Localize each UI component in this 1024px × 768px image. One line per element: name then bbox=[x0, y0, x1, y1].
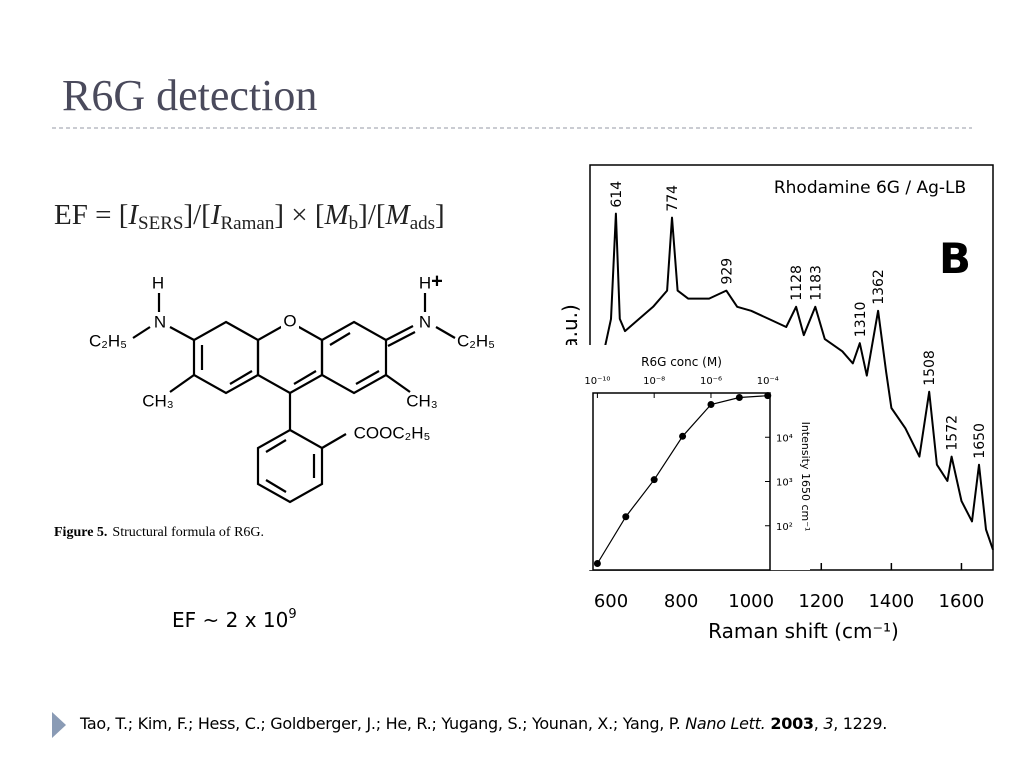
inset-title: R6G conc (M) bbox=[641, 355, 722, 369]
x-tick-label: 1600 bbox=[939, 591, 985, 612]
atom-label: CH₃ bbox=[142, 391, 173, 410]
data-point bbox=[622, 513, 630, 521]
formula-part: I bbox=[210, 199, 222, 231]
peak-label: 1362 bbox=[871, 269, 887, 305]
ring bbox=[320, 320, 388, 395]
x-tick-label: 600 bbox=[594, 591, 628, 612]
caption-label: Figure 5. bbox=[54, 525, 107, 540]
spectrum-line bbox=[592, 212, 994, 551]
data-point bbox=[650, 476, 658, 484]
bullet bbox=[52, 712, 66, 738]
bond bbox=[385, 374, 411, 393]
formula-part: M bbox=[324, 199, 351, 231]
ef-value: EF ~ 2 x 109 bbox=[172, 607, 297, 632]
bond bbox=[169, 374, 195, 393]
peak-label: 1128 bbox=[789, 265, 805, 301]
data-point bbox=[735, 394, 743, 402]
double-bond bbox=[329, 332, 351, 346]
structural-formula: H N C₂H₅ CH₃ O H N + C₂H₅ CH₃ COOC₂H₅ bbox=[89, 270, 495, 504]
x-tick-label: 1400 bbox=[868, 591, 914, 612]
chart-title: Rhodamine 6G / Ag-LB bbox=[774, 178, 966, 198]
panel-label: B bbox=[939, 234, 971, 283]
formula-part: I bbox=[127, 199, 139, 231]
x-tick-label: 1000 bbox=[728, 591, 774, 612]
data-point bbox=[707, 400, 715, 408]
data-point bbox=[679, 432, 687, 440]
formula-part: ads bbox=[410, 213, 435, 234]
charge: + bbox=[431, 270, 443, 292]
ef-text: EF ~ 2 x 10 bbox=[172, 608, 288, 632]
peak-label: 929 bbox=[719, 258, 735, 285]
double-bond bbox=[355, 370, 380, 385]
formula-part: ] × [ bbox=[274, 199, 324, 231]
double-bond bbox=[293, 370, 317, 385]
inset-y-tick-label: 10² bbox=[776, 522, 793, 533]
citation: Tao, T.; Kim, F.; Hess, C.; Goldberger, … bbox=[79, 714, 887, 733]
citation-authors: Tao, T.; Kim, F.; Hess, C.; Goldberger, … bbox=[79, 714, 685, 733]
double-bond bbox=[229, 370, 253, 385]
atom-bg bbox=[281, 312, 299, 330]
data-point bbox=[764, 392, 772, 400]
inset-x-tick-label: 10⁻⁸ bbox=[643, 376, 665, 387]
citation-year: 2003 bbox=[770, 714, 813, 733]
x-axis-label: Raman shift (cm⁻¹) bbox=[708, 619, 899, 643]
bond bbox=[385, 325, 414, 341]
peak-label: 1572 bbox=[945, 415, 961, 451]
citation-pages: , 1229. bbox=[833, 714, 887, 733]
formula-part: SERS bbox=[138, 213, 183, 234]
double-bond bbox=[265, 439, 287, 453]
peak-label: 1310 bbox=[853, 302, 869, 338]
citation-volume: 3 bbox=[823, 714, 833, 733]
atom-label: H bbox=[152, 273, 164, 292]
raman-chart: 600 800 1000 1200 1400 1600 614 774 929 1128 1183 1… bbox=[558, 164, 994, 643]
atom-label: O bbox=[283, 311, 296, 330]
ring bbox=[192, 320, 260, 395]
atom-label: N bbox=[419, 312, 431, 331]
atom-label: COOC₂H₅ bbox=[354, 423, 431, 442]
inset-y-tick-label: 10⁴ bbox=[776, 433, 793, 444]
ef-formula: EF = [ISERS]/[IRaman] × [Mb]/[Mads] bbox=[54, 199, 445, 234]
bond bbox=[169, 326, 195, 341]
formula-part: b bbox=[349, 213, 359, 234]
figure-caption: Figure 5. Structural formula of R6G. bbox=[54, 525, 264, 540]
atom-label: C₂H₅ bbox=[457, 331, 495, 350]
inset-x-tick-label: 10⁻⁴ bbox=[757, 376, 779, 387]
inset-background bbox=[560, 345, 810, 570]
formula-part: EF = [ bbox=[54, 199, 128, 231]
double-bond bbox=[265, 479, 287, 493]
ring bbox=[256, 320, 324, 395]
atom-label: H bbox=[419, 273, 431, 292]
inset-x-tick-label: 10⁻⁶ bbox=[700, 376, 722, 387]
formula-part: ]/[ bbox=[358, 199, 385, 231]
caption-text: Structural formula of R6G. bbox=[112, 525, 264, 540]
bond bbox=[387, 331, 416, 347]
x-tick-label: 800 bbox=[664, 591, 698, 612]
bond bbox=[321, 433, 347, 449]
peak-label: 1650 bbox=[972, 423, 988, 459]
formula-part: M bbox=[385, 199, 412, 231]
atom-label: CH₃ bbox=[406, 391, 437, 410]
atom-label: C₂H₅ bbox=[89, 331, 127, 350]
peak-label: 774 bbox=[665, 185, 681, 212]
data-point bbox=[593, 560, 601, 568]
peak-label: 614 bbox=[609, 181, 625, 208]
atom-label: N bbox=[154, 312, 166, 331]
ef-exponent: 9 bbox=[288, 607, 296, 622]
peak-label: 1183 bbox=[808, 265, 824, 301]
formula-part: ] bbox=[435, 199, 445, 231]
slide-title: R6G detection bbox=[62, 71, 317, 120]
inset-x-tick-label: 10⁻¹⁰ bbox=[584, 376, 610, 387]
bond bbox=[132, 326, 151, 339]
inset-y-label: Intensity 1650 cm⁻¹ bbox=[799, 422, 812, 532]
formula-part: ]/[ bbox=[183, 199, 210, 231]
inset-y-tick-label: 10³ bbox=[776, 478, 793, 489]
formula-part: Raman bbox=[221, 213, 275, 234]
bond bbox=[435, 326, 456, 339]
citation-sep: , bbox=[814, 714, 824, 733]
ring bbox=[256, 428, 324, 504]
citation-journal: Nano Lett. bbox=[685, 714, 765, 733]
peak-label: 1508 bbox=[922, 350, 938, 386]
x-tick-label: 1200 bbox=[798, 591, 844, 612]
